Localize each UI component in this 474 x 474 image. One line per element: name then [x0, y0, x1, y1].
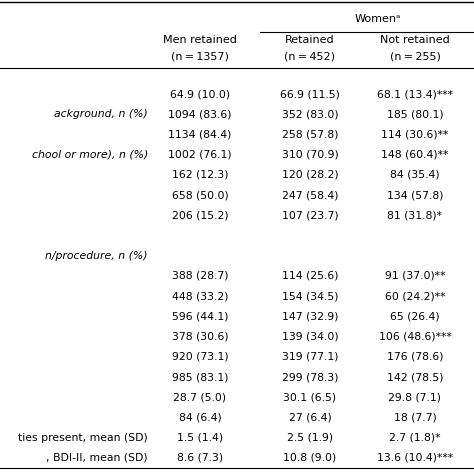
Text: 10.8 (9.0): 10.8 (9.0) — [283, 453, 337, 463]
Text: 29.8 (7.1): 29.8 (7.1) — [389, 392, 441, 402]
Text: 84 (6.4): 84 (6.4) — [179, 412, 221, 422]
Text: 448 (33.2): 448 (33.2) — [172, 291, 228, 301]
Text: 106 (48.6)***: 106 (48.6)*** — [379, 332, 451, 342]
Text: 66.9 (11.5): 66.9 (11.5) — [280, 89, 340, 99]
Text: 319 (77.1): 319 (77.1) — [282, 352, 338, 362]
Text: chool or more), n (%): chool or more), n (%) — [32, 150, 148, 160]
Text: 1134 (84.4): 1134 (84.4) — [168, 129, 232, 139]
Text: 147 (32.9): 147 (32.9) — [282, 311, 338, 321]
Text: 84 (35.4): 84 (35.4) — [390, 170, 440, 180]
Text: 310 (70.9): 310 (70.9) — [282, 150, 338, 160]
Text: ackground, n (%): ackground, n (%) — [54, 109, 148, 119]
Text: 148 (60.4)**: 148 (60.4)** — [381, 150, 449, 160]
Text: 154 (34.5): 154 (34.5) — [282, 291, 338, 301]
Text: 13.6 (10.4)***: 13.6 (10.4)*** — [377, 453, 453, 463]
Text: 28.7 (5.0): 28.7 (5.0) — [173, 392, 227, 402]
Text: 134 (57.8): 134 (57.8) — [387, 190, 443, 200]
Text: Men retained: Men retained — [163, 35, 237, 45]
Text: 388 (28.7): 388 (28.7) — [172, 271, 228, 281]
Text: 27 (6.4): 27 (6.4) — [289, 412, 331, 422]
Text: (n = 1357): (n = 1357) — [171, 51, 229, 61]
Text: 81 (31.8)*: 81 (31.8)* — [388, 210, 443, 220]
Text: 114 (30.6)**: 114 (30.6)** — [381, 129, 449, 139]
Text: 299 (78.3): 299 (78.3) — [282, 372, 338, 382]
Text: 1.5 (1.4): 1.5 (1.4) — [177, 433, 223, 443]
Text: 658 (50.0): 658 (50.0) — [172, 190, 228, 200]
Text: 985 (83.1): 985 (83.1) — [172, 372, 228, 382]
Text: (n = 255): (n = 255) — [390, 51, 440, 61]
Text: 60 (24.2)**: 60 (24.2)** — [385, 291, 445, 301]
Text: 920 (73.1): 920 (73.1) — [172, 352, 228, 362]
Text: 378 (30.6): 378 (30.6) — [172, 332, 228, 342]
Text: 8.6 (7.3): 8.6 (7.3) — [177, 453, 223, 463]
Text: 352 (83.0): 352 (83.0) — [282, 109, 338, 119]
Text: 142 (78.5): 142 (78.5) — [387, 372, 443, 382]
Text: Womenᵃ: Womenᵃ — [354, 14, 401, 24]
Text: , BDI-II, mean (SD): , BDI-II, mean (SD) — [46, 453, 148, 463]
Text: 68.1 (13.4)***: 68.1 (13.4)*** — [377, 89, 453, 99]
Text: Retained: Retained — [285, 35, 335, 45]
Text: n/procedure, n (%): n/procedure, n (%) — [46, 251, 148, 261]
Text: ties present, mean (SD): ties present, mean (SD) — [18, 433, 148, 443]
Text: (n = 452): (n = 452) — [284, 51, 336, 61]
Text: 247 (58.4): 247 (58.4) — [282, 190, 338, 200]
Text: 185 (80.1): 185 (80.1) — [387, 109, 443, 119]
Text: 258 (57.8): 258 (57.8) — [282, 129, 338, 139]
Text: 176 (78.6): 176 (78.6) — [387, 352, 443, 362]
Text: 64.9 (10.0): 64.9 (10.0) — [170, 89, 230, 99]
Text: 30.1 (6.5): 30.1 (6.5) — [283, 392, 337, 402]
Text: 91 (37.0)**: 91 (37.0)** — [385, 271, 445, 281]
Text: 1002 (76.1): 1002 (76.1) — [168, 150, 232, 160]
Text: 107 (23.7): 107 (23.7) — [282, 210, 338, 220]
Text: 162 (12.3): 162 (12.3) — [172, 170, 228, 180]
Text: 2.5 (1.9): 2.5 (1.9) — [287, 433, 333, 443]
Text: 65 (26.4): 65 (26.4) — [390, 311, 440, 321]
Text: 120 (28.2): 120 (28.2) — [282, 170, 338, 180]
Text: 2.7 (1.8)*: 2.7 (1.8)* — [389, 433, 441, 443]
Text: 596 (44.1): 596 (44.1) — [172, 311, 228, 321]
Text: 206 (15.2): 206 (15.2) — [172, 210, 228, 220]
Text: 114 (25.6): 114 (25.6) — [282, 271, 338, 281]
Text: Not retained: Not retained — [380, 35, 450, 45]
Text: 1094 (83.6): 1094 (83.6) — [168, 109, 232, 119]
Text: 18 (7.7): 18 (7.7) — [393, 412, 437, 422]
Text: 139 (34.0): 139 (34.0) — [282, 332, 338, 342]
